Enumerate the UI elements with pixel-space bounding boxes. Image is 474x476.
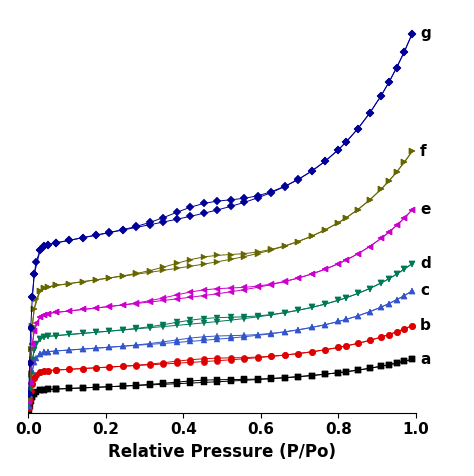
- Text: a: a: [420, 352, 430, 367]
- Text: e: e: [420, 202, 430, 217]
- Text: c: c: [420, 283, 429, 298]
- Text: f: f: [420, 144, 427, 159]
- Text: b: b: [420, 318, 431, 333]
- X-axis label: Relative Pressure (P/Po): Relative Pressure (P/Po): [108, 443, 336, 461]
- Text: d: d: [420, 256, 431, 271]
- Text: g: g: [420, 26, 431, 41]
